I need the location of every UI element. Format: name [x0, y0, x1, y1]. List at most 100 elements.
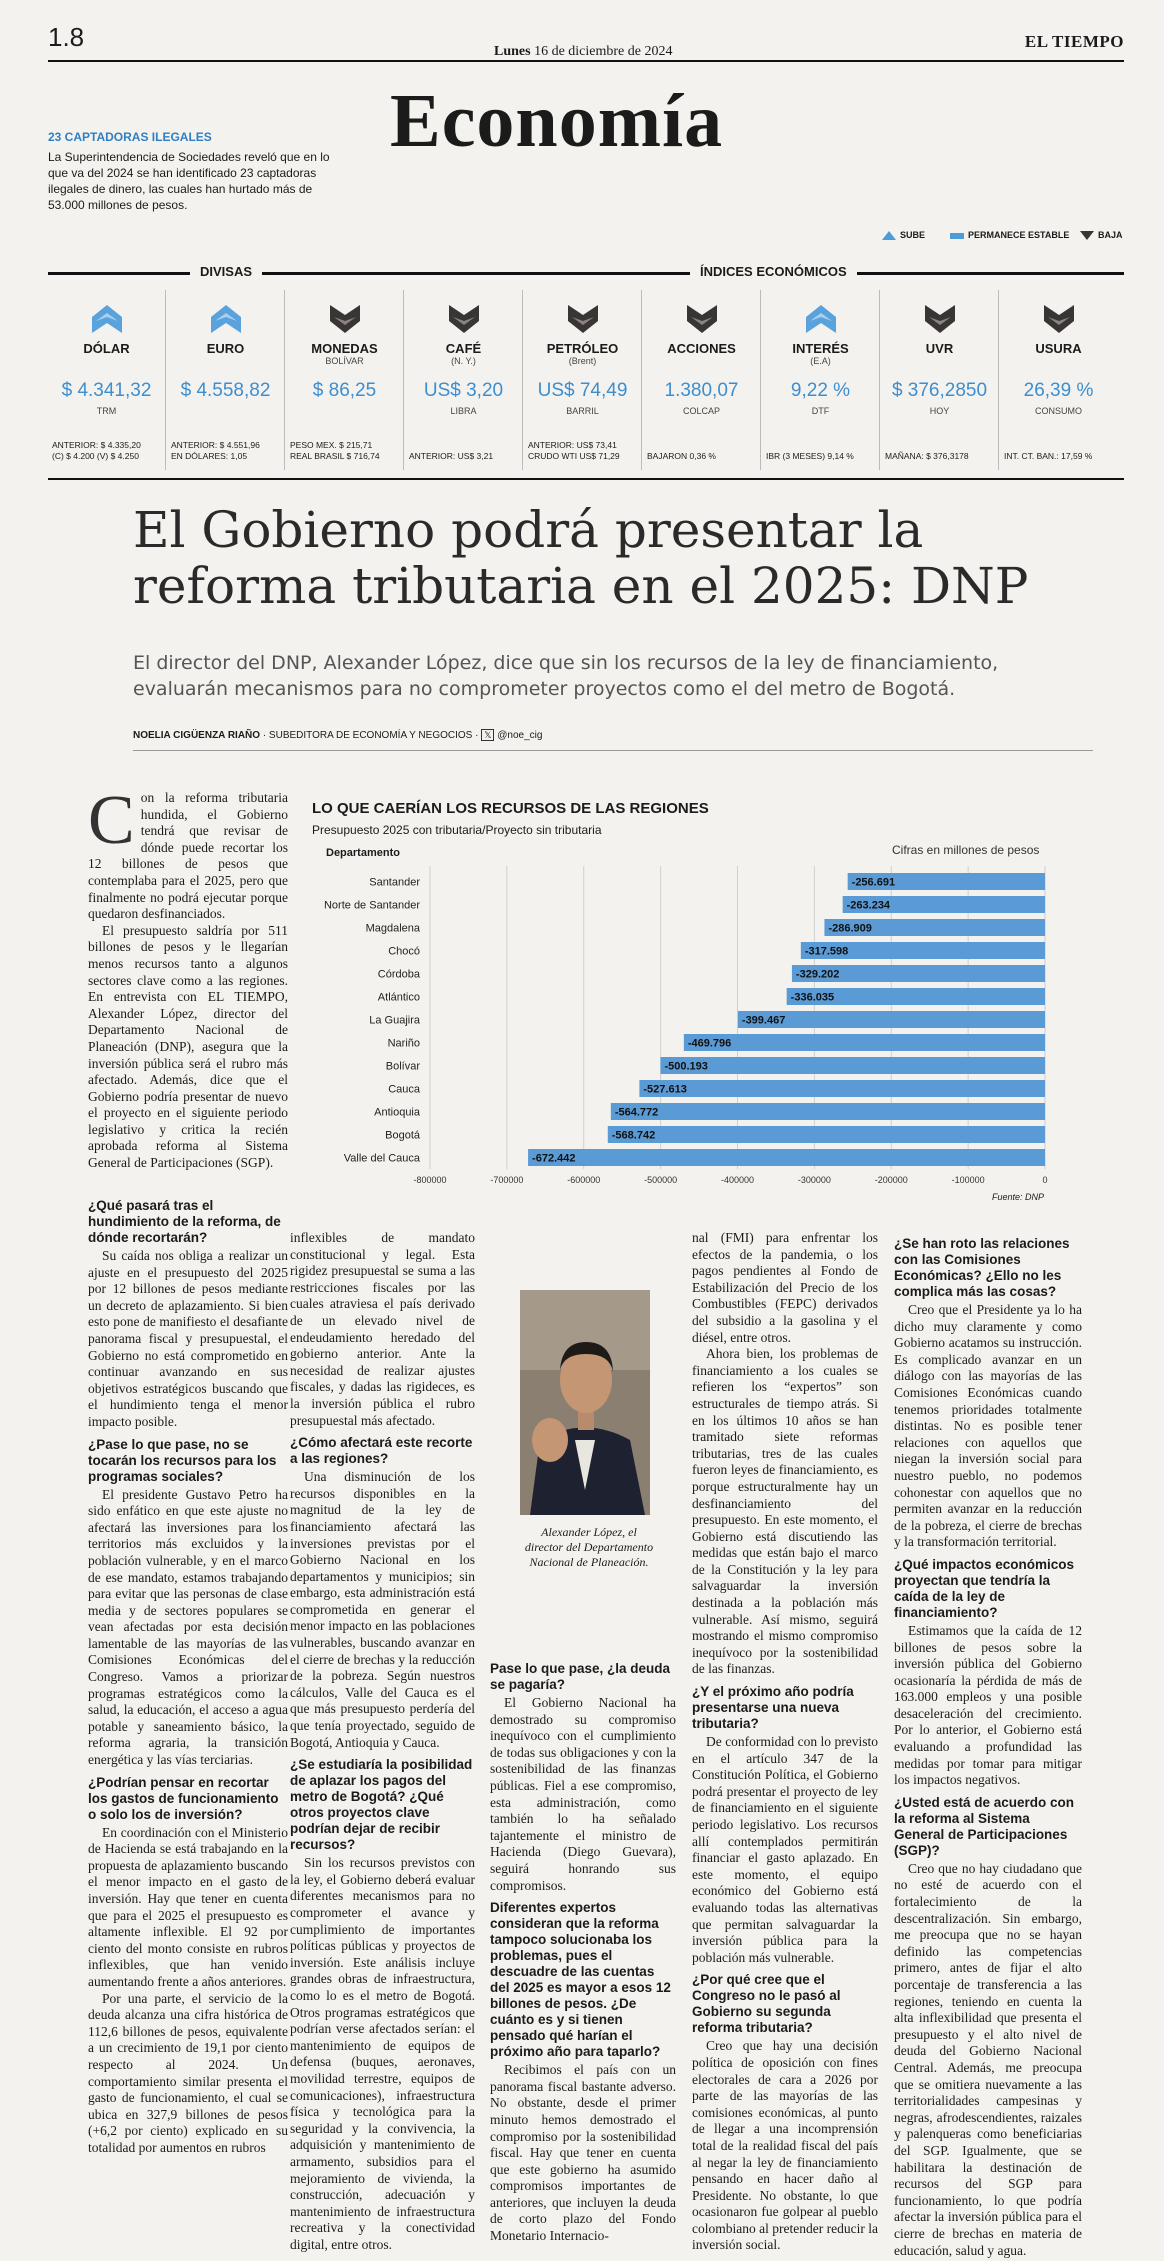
trend-down-icon — [924, 305, 955, 333]
byline-handle: @noe_cig — [497, 730, 543, 741]
indicators-bottom-divider — [48, 478, 1124, 480]
article-deck: El director del DNP, Alexander López, di… — [133, 652, 999, 700]
category-label: Atlántico — [378, 992, 420, 1004]
divisas-label: DIVISAS — [190, 264, 263, 279]
legend-down-label: BAJA — [1098, 230, 1123, 240]
bar — [847, 873, 1045, 890]
indicator-foot-line: EN DÓLARES: 1,05 — [171, 451, 248, 461]
indicator-foot-line: ANTERIOR: $ 4.335,20 — [52, 440, 141, 450]
indicator-sub: (Brent) — [568, 356, 597, 366]
answer-paragraph: Una disminución de los recursos disponib… — [290, 1469, 475, 1750]
question-heading: ¿Qué impactos económicos proyectan que t… — [894, 1556, 1075, 1620]
column-3: Pase lo que pase, ¿la deuda se pagaría? … — [490, 1655, 676, 2245]
question-heading: ¿Se estudiaría la posibilidad de aplazar… — [290, 1757, 473, 1853]
question-heading: ¿Qué pasará tras el hundimiento de la re… — [88, 1198, 281, 1245]
value-label: -263.234 — [847, 900, 891, 912]
indicator-value: $ 4.341,32 — [61, 380, 152, 401]
answer-paragraph: Estimamos que la caída de 12 billones de… — [894, 1622, 1082, 1788]
indicator-foot: PESO MEX. $ 215,71 REAL BRASIL $ 716,74 — [290, 440, 401, 462]
indicator-unit: LIBRA — [450, 406, 477, 416]
question-heading: ¿Y el próximo año podría presentarse una… — [692, 1684, 854, 1732]
answer-paragraph: De conformidad con lo previsto en el art… — [692, 1734, 878, 1965]
indicator-unit: CONSUMO — [1035, 406, 1082, 416]
paragraph: nal (FMI) para enfrentar los efectos de … — [692, 1230, 878, 1345]
indicator-value: US$ 3,20 — [423, 380, 504, 401]
chart-subtitle: Presupuesto 2025 con tributaria/Proyecto… — [312, 823, 602, 837]
paragraph: El presupuesto saldría por 511 billones … — [88, 922, 288, 1171]
indicator-name: USURA — [1035, 341, 1082, 356]
question-heading: Pase lo que pase, ¿la deuda se pagaría? — [490, 1661, 671, 1692]
trend-down-icon — [448, 305, 479, 333]
answer-paragraph: Creo que hay una decisión política de op… — [692, 2038, 878, 2253]
indicator-foot-line: ANTERIOR: $ 4.551,96 — [171, 440, 260, 450]
indicator-5: ACCIONES 1.380,07 COLCAP BAJARON 0,36 % — [643, 290, 761, 470]
indicator-value: $ 86,25 — [312, 380, 377, 401]
bar — [842, 896, 1045, 913]
indicator-foot-line: ANTERIOR: US$ 73,41 — [528, 440, 617, 450]
trend-up-icon — [91, 305, 122, 333]
article-headline: El Gobierno podrá presentar la reforma t… — [133, 501, 1029, 615]
legend-flat: PERMANECE ESTABLE — [950, 230, 1069, 240]
bar — [683, 1034, 1045, 1051]
bar — [639, 1080, 1045, 1097]
dropcap: C — [88, 782, 135, 859]
chart-source: Fuente: DNP — [992, 1192, 1045, 1202]
indicator-3: CAFÉ (N. Y.) US$ 3,20 LIBRA ANTERIOR: US$ 3,… — [405, 290, 523, 470]
page-number: 1.8 — [48, 22, 85, 52]
indicator-value: 1.380,07 — [664, 380, 739, 401]
value-label: -672.442 — [532, 1153, 575, 1165]
byline-author: NOELIA CIGÜENZA RIAÑO — [133, 730, 261, 741]
question-heading: Diferentes expertos consideran que la re… — [490, 1900, 671, 2060]
indicator-foot: INT. CT. BAN.: 17,59 % — [1004, 451, 1115, 462]
category-label: La Guajira — [369, 1015, 421, 1027]
date-line: Lunes 16 de diciembre de 2024 — [494, 44, 672, 60]
trend-down-icon — [329, 305, 360, 333]
legend-up: SUBE — [882, 230, 925, 241]
portrait-illustration — [520, 1290, 650, 1515]
indicator-unit: TRM — [96, 406, 117, 416]
indicator-sub — [643, 356, 760, 366]
category-label: Bolívar — [386, 1061, 421, 1073]
brand-logo: EL TIEMPO — [1024, 32, 1124, 51]
bar — [824, 919, 1045, 936]
indicator-sub: (E.A) — [810, 356, 831, 366]
x-tick-label: -600000 — [567, 1175, 600, 1185]
category-label: Bogotá — [385, 1130, 421, 1142]
indicator-foot: ANTERIOR: US$ 3,21 — [409, 451, 520, 462]
x-tick-label: 0 — [1042, 1175, 1047, 1185]
paragraph: inflexibles de mandato constitucional y … — [290, 1230, 475, 1428]
value-label: -336.035 — [791, 992, 834, 1004]
bar — [791, 965, 1045, 982]
value-label: -286.909 — [828, 923, 871, 935]
date-day: Lunes — [494, 44, 531, 59]
x-icon: 𝕏 — [481, 729, 495, 741]
answer-paragraph: El Gobierno Nacional ha demostrado su co… — [490, 1695, 676, 1893]
question-heading: ¿Pase lo que pase, no se tocarán los rec… — [88, 1436, 277, 1484]
x-tick-label: -400000 — [721, 1175, 754, 1185]
indicator-foot: IBR (3 MESES) 9,14 % — [766, 451, 877, 462]
category-label: Valle del Cauca — [344, 1153, 421, 1165]
indicator-name: MONEDAS — [311, 341, 378, 356]
indicator-4: PETRÓLEO (Brent) US$ 74,49 BARRIL ANTERIOR: … — [524, 290, 642, 470]
value-label: -399.467 — [742, 1015, 785, 1027]
flat-icon — [950, 232, 964, 239]
category-label: Antioquia — [374, 1107, 421, 1119]
portrait-photo — [520, 1290, 650, 1515]
byline-divider — [133, 750, 1093, 751]
indicator-foot-line: MAÑANA: $ 376,3178 — [885, 451, 969, 461]
indicator-foot-line: (C) $ 4.200 (V) $ 4.250 — [52, 451, 139, 461]
answer-paragraph: Sin los recursos previstos con la ley, e… — [290, 1855, 475, 2252]
x-tick-label: -700000 — [490, 1175, 523, 1185]
value-label: -256.691 — [852, 877, 895, 889]
indicator-8: USURA 26,39 % CONSUMO INT. CT. BAN.: 17,59 … — [1000, 290, 1117, 470]
chart-title: LO QUE CAERÍAN LOS RECURSOS DE LAS REGIO… — [312, 800, 709, 817]
byline-role: · SUBEDITORA DE ECONOMÍA Y NEGOCIOS · — [262, 730, 479, 741]
indicator-sub — [1000, 356, 1117, 366]
indicator-foot-line: BAJARON 0,36 % — [647, 451, 716, 461]
answer-paragraph: El presidente Gustavo Petro ha sido enfá… — [88, 1486, 288, 1768]
indicator-7: UVR $ 376,2850 HOY MAÑANA: $ 376,3178 — [881, 290, 999, 470]
column-1: ¿Qué pasará tras el hundimiento de la re… — [88, 1192, 288, 2157]
category-label: Cauca — [388, 1084, 421, 1096]
indicator-unit: HOY — [929, 406, 950, 416]
chart-unit-note: Cifras en millones de pesos — [892, 843, 1040, 857]
